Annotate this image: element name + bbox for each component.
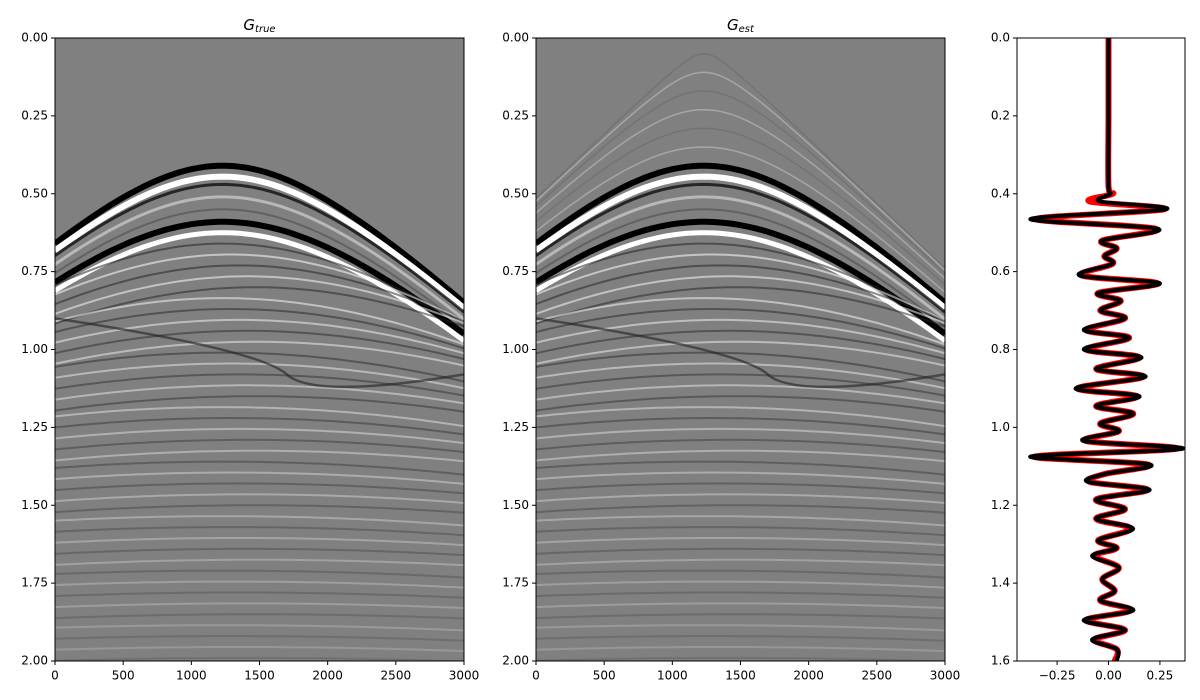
y-tick-label: 2.00: [502, 654, 529, 668]
plot-frame: [1016, 37, 1186, 662]
y-tick-label: 0.25: [21, 108, 48, 122]
y-tick-label: 0.00: [21, 31, 48, 45]
seismic-image: [536, 38, 945, 661]
title-subscript: true: [255, 24, 276, 35]
x-tick-label: 1500: [244, 669, 275, 683]
chart-title: Gest: [727, 16, 755, 36]
x-tick-label: 0.25: [1147, 669, 1174, 683]
y-tick-label: 1.50: [21, 498, 48, 512]
title-main: G: [727, 16, 739, 34]
y-tick-label: 1.75: [21, 576, 48, 590]
y-tick-label: 1.25: [21, 420, 48, 434]
y-tick-label: 1.6: [991, 654, 1010, 668]
y-tick-label: 1.75: [502, 576, 529, 590]
x-tick-label: 500: [112, 669, 135, 683]
trace-line: [1028, 38, 1185, 661]
x-tick-label: 2000: [793, 669, 824, 683]
x-tick-label: 1500: [725, 669, 756, 683]
x-tick-label: −0.25: [1039, 669, 1076, 683]
y-tick-label: 1.2: [991, 498, 1010, 512]
title-main: G: [243, 16, 255, 34]
x-tick-label: 2500: [381, 669, 412, 683]
trace-line: [1031, 38, 1180, 661]
x-tick-label: 3000: [449, 669, 480, 683]
title-subscript: est: [739, 24, 755, 35]
y-tick-label: 1.4: [991, 576, 1010, 590]
y-tick-label: 1.00: [502, 342, 529, 356]
y-tick-label: 0.4: [991, 186, 1010, 200]
x-tick-label: 2500: [862, 669, 893, 683]
x-tick-label: 1000: [176, 669, 207, 683]
y-tick-label: 0.50: [21, 186, 48, 200]
y-tick-label: 0.50: [502, 186, 529, 200]
chart-title: Gtrue: [243, 16, 275, 36]
x-tick-label: 0: [532, 669, 540, 683]
y-tick-label: 0.8: [991, 342, 1010, 356]
x-tick-label: 0: [51, 669, 59, 683]
y-tick-label: 0.75: [21, 264, 48, 278]
x-tick-label: 3000: [930, 669, 961, 683]
seismic-image: [55, 38, 464, 661]
y-tick-label: 0.6: [991, 264, 1010, 278]
y-tick-label: 0.0: [991, 31, 1010, 45]
x-tick-label: 500: [593, 669, 616, 683]
y-tick-label: 0.25: [502, 108, 529, 122]
plot-frame: [54, 37, 465, 662]
y-tick-label: 0.2: [991, 108, 1010, 122]
y-tick-label: 0.75: [502, 264, 529, 278]
plot-frame: [535, 37, 946, 662]
y-tick-label: 1.50: [502, 498, 529, 512]
y-tick-label: 1.25: [502, 420, 529, 434]
y-tick-label: 1.0: [991, 420, 1010, 434]
y-tick-label: 2.00: [21, 654, 48, 668]
x-tick-label: 0.00: [1095, 669, 1122, 683]
y-tick-label: 0.00: [502, 31, 529, 45]
x-tick-label: 1000: [657, 669, 688, 683]
traces: [1028, 38, 1185, 661]
x-tick-label: 2000: [312, 669, 343, 683]
y-tick-label: 1.00: [21, 342, 48, 356]
